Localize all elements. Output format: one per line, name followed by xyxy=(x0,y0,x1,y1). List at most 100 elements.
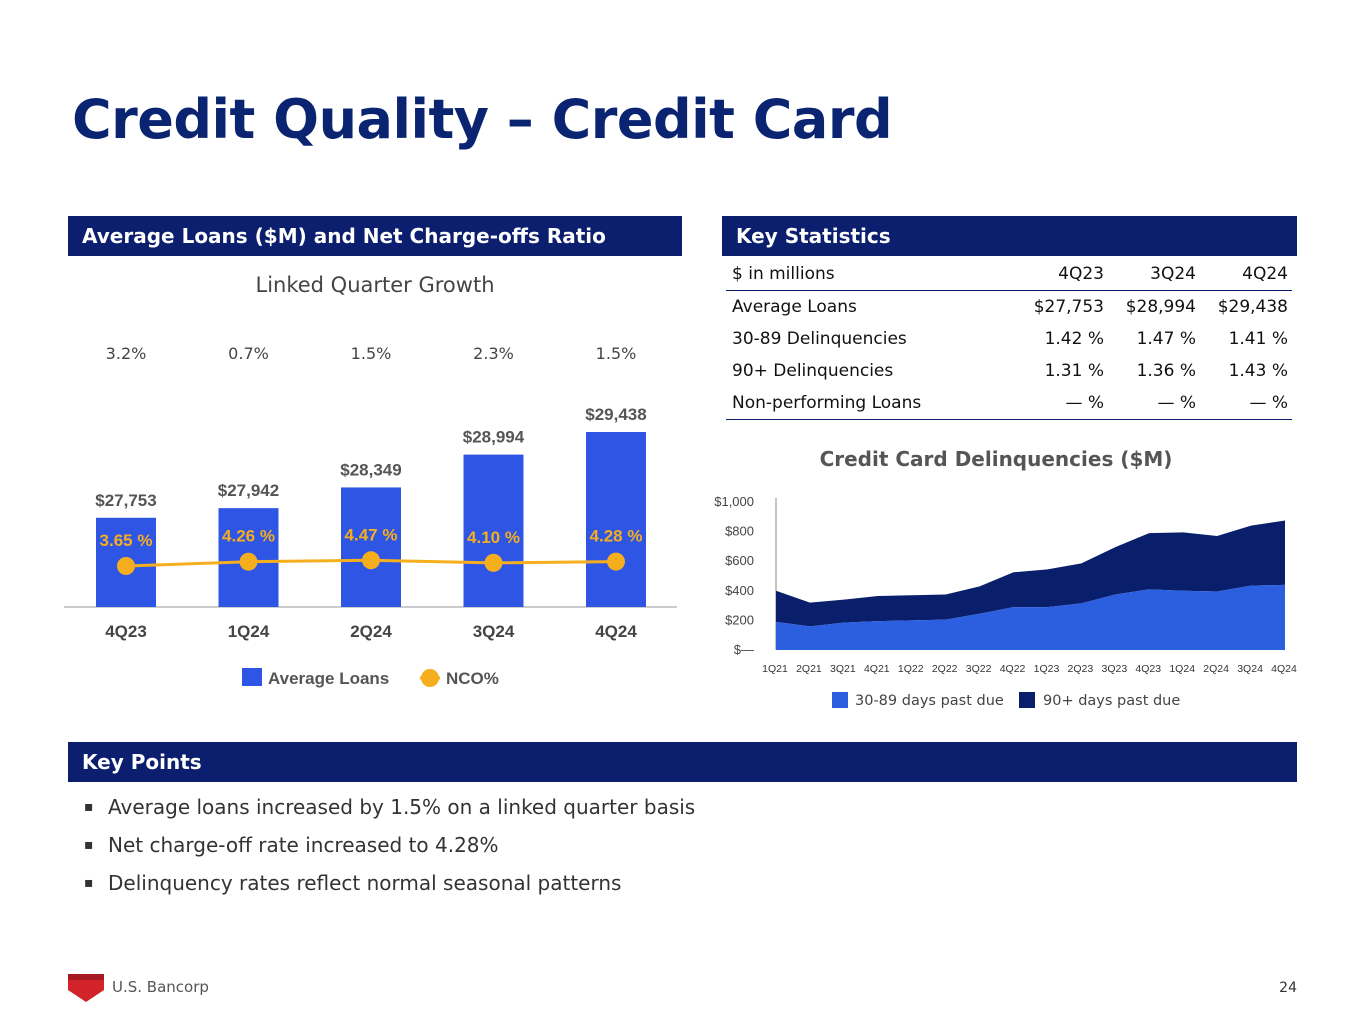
growth-label: 3.2% xyxy=(106,344,147,363)
key-point-text: Average loans increased by 1.5% on a lin… xyxy=(108,795,696,819)
x-tick-label: 3Q23 xyxy=(1101,663,1127,675)
table-cell: $29,438 xyxy=(1217,297,1288,317)
key-points-header: Key Points xyxy=(68,742,1297,782)
nco-point xyxy=(239,552,258,571)
x-tick-label: 4Q21 xyxy=(864,663,890,675)
table-row: Non-performing Loans — % — % — % xyxy=(726,387,1292,420)
table-row: Average Loans $27,753 $28,994 $29,438 xyxy=(726,291,1292,324)
logo-text: U.S. Bancorp xyxy=(112,978,209,996)
page-number: 24 xyxy=(1279,980,1297,996)
x-tick-label: 2Q21 xyxy=(796,663,822,675)
stats-section-header: Key Statistics xyxy=(722,216,1297,256)
page-title: Credit Quality – Credit Card xyxy=(72,88,893,151)
list-item: ▪ Delinquency rates reflect normal season… xyxy=(84,868,695,906)
column-header: 3Q24 xyxy=(1108,258,1200,291)
legend-marker-nco xyxy=(421,669,439,687)
x-tick-label: 1Q21 xyxy=(762,663,788,675)
table-cell: 1.41 % xyxy=(1228,329,1288,349)
growth-label: 1.5% xyxy=(596,344,637,363)
growth-label: 0.7% xyxy=(228,344,269,363)
row-label: 30-89 Delinquencies xyxy=(732,329,907,349)
bar-value-label: $27,942 xyxy=(218,481,279,500)
legend-label: 90+ days past due xyxy=(1043,693,1180,709)
x-tick-label: 4Q23 xyxy=(1135,663,1161,675)
legend-label: Average Loans xyxy=(268,669,389,688)
table-cell: — % xyxy=(1108,387,1200,420)
bar-average-loans xyxy=(586,432,646,607)
table-cell: 1.36 % xyxy=(1136,361,1196,381)
y-tick-label: $200 xyxy=(725,612,754,627)
nco-value-label: 4.10 % xyxy=(467,528,520,547)
nco-value-label: 4.26 % xyxy=(222,527,275,546)
list-item: ▪ Average loans increased by 1.5% on a li… xyxy=(84,792,695,830)
nco-point xyxy=(607,552,625,571)
area-chart-title: Credit Card Delinquencies ($M) xyxy=(820,447,1173,471)
bullet-icon: ▪ xyxy=(84,875,94,891)
chart-subtitle: Linked Quarter Growth xyxy=(256,273,495,297)
column-header: 4Q23 xyxy=(1016,258,1108,291)
x-tick-label: 1Q23 xyxy=(1034,663,1060,675)
growth-label: 2.3% xyxy=(473,344,514,363)
y-tick-label: $600 xyxy=(725,553,754,568)
table-cell: 1.31 % xyxy=(1044,361,1104,381)
nco-point xyxy=(362,551,380,570)
key-statistics-table: $ in millions 4Q23 3Q24 4Q24 Average Loa… xyxy=(726,258,1292,420)
legend-swatch-90plus xyxy=(1019,692,1035,708)
x-tick-label: 4Q23 xyxy=(105,622,147,641)
growth-label: 1.5% xyxy=(351,344,392,363)
bullet-icon: ▪ xyxy=(84,799,94,815)
loans-nco-chart: Linked Quarter Growth $27,753 3.2% 4Q23 $27… xyxy=(64,273,677,688)
x-tick-label: 3Q22 xyxy=(966,663,992,675)
legend-label: 30-89 days past due xyxy=(855,693,1004,709)
area-90plus-days xyxy=(776,520,1285,627)
nco-value-label: 3.65 % xyxy=(100,531,153,550)
bar-value-label: $28,349 xyxy=(340,460,401,479)
key-point-text: Delinquency rates reflect normal seasona… xyxy=(108,871,622,895)
table-cell: $27,753 xyxy=(1033,297,1104,317)
nco-point xyxy=(484,553,503,572)
key-points-list: ▪ Average loans increased by 1.5% on a li… xyxy=(84,792,695,906)
key-point-text: Net charge-off rate increased to 4.28% xyxy=(108,833,499,857)
x-tick-label: 3Q24 xyxy=(1237,663,1263,675)
x-tick-label: 3Q21 xyxy=(830,663,856,675)
table-cell: — % xyxy=(1200,387,1292,420)
bar-value-label: $27,753 xyxy=(95,491,156,510)
x-tick-label: 2Q24 xyxy=(1203,663,1229,675)
bar-value-label: $29,438 xyxy=(585,405,646,424)
bullet-icon: ▪ xyxy=(84,837,94,853)
table-header-row: $ in millions 4Q23 3Q24 4Q24 xyxy=(726,258,1292,291)
x-tick-label: 1Q24 xyxy=(228,622,270,641)
x-tick-label: 2Q23 xyxy=(1068,663,1094,675)
x-tick-label: 1Q22 xyxy=(898,663,924,675)
nco-value-label: 4.47 % xyxy=(345,525,398,544)
bar-average-loans xyxy=(341,487,401,607)
table-cell: 1.42 % xyxy=(1044,329,1104,349)
table-row: 90+ Delinquencies 1.31 % 1.36 % 1.43 % xyxy=(726,355,1292,387)
table-cell: $28,994 xyxy=(1125,297,1196,317)
x-tick-label: 4Q24 xyxy=(595,622,637,641)
table-cell: 1.43 % xyxy=(1228,361,1288,381)
nco-point xyxy=(117,557,135,575)
bar-average-loans xyxy=(463,454,524,607)
table-cell: 1.47 % xyxy=(1136,329,1196,349)
area-30-89-days xyxy=(776,584,1285,650)
legend-swatch-30-89 xyxy=(832,692,848,708)
y-tick-label: $1,000 xyxy=(714,494,754,509)
column-header: 4Q24 xyxy=(1200,258,1292,291)
bar-value-label: $28,994 xyxy=(463,428,525,447)
y-tick-label: $400 xyxy=(725,583,754,598)
shield-logo-icon xyxy=(68,974,104,1002)
row-label: Average Loans xyxy=(732,297,857,317)
row-label: 90+ Delinquencies xyxy=(732,361,894,381)
legend-label: NCO% xyxy=(446,669,499,688)
y-tick-label: $800 xyxy=(725,524,754,539)
table-row: 30-89 Delinquencies 1.42 % 1.47 % 1.41 % xyxy=(726,323,1292,355)
x-tick-label: 4Q22 xyxy=(1000,663,1026,675)
x-tick-label: 4Q24 xyxy=(1271,663,1297,675)
loans-section-header: Average Loans ($M) and Net Charge-offs R… xyxy=(68,216,682,256)
x-tick-label: 2Q24 xyxy=(350,622,392,641)
nco-value-label: 4.28 % xyxy=(590,527,643,546)
delinquencies-area-chart: Credit Card Delinquencies ($M) $— $200 $40… xyxy=(714,447,1297,709)
y-tick-label: $— xyxy=(734,642,754,657)
x-tick-label: 1Q24 xyxy=(1169,663,1195,675)
